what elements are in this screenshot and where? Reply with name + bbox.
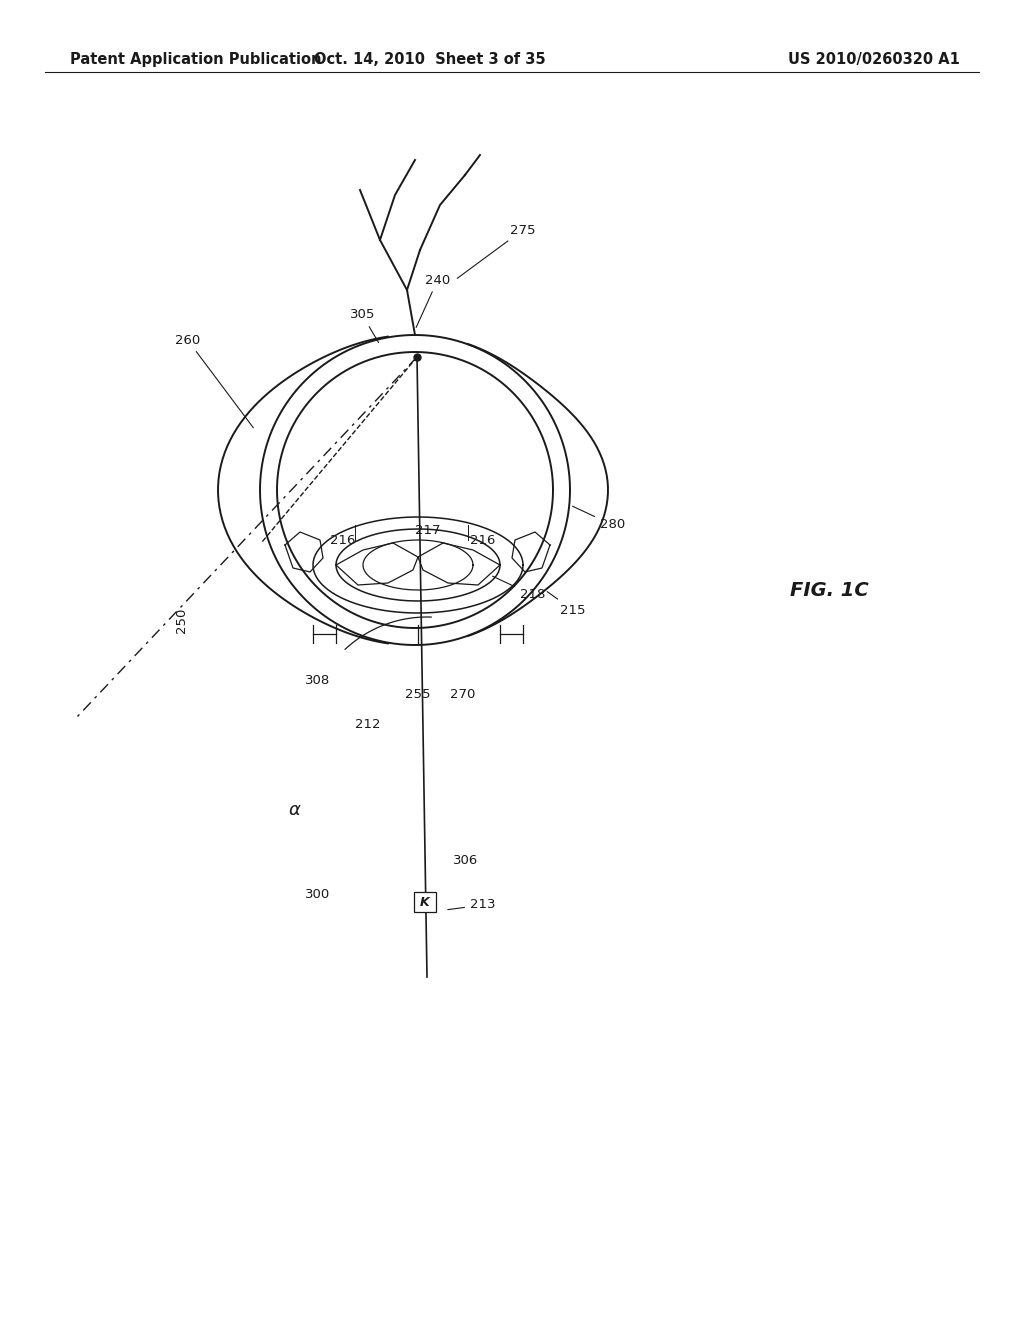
Text: Oct. 14, 2010  Sheet 3 of 35: Oct. 14, 2010 Sheet 3 of 35 (314, 51, 546, 67)
Text: K: K (420, 895, 430, 908)
Text: 260: 260 (175, 334, 253, 428)
Text: Patent Application Publication: Patent Application Publication (70, 51, 322, 67)
Text: FIG. 1C: FIG. 1C (790, 581, 868, 599)
Text: $\alpha$: $\alpha$ (288, 801, 302, 818)
Text: 216: 216 (470, 533, 496, 546)
Text: 250: 250 (175, 607, 188, 632)
Bar (414, 892, 436, 912)
Text: 217: 217 (415, 524, 440, 536)
Text: 218: 218 (493, 576, 546, 602)
Text: 308: 308 (305, 673, 331, 686)
Text: 275: 275 (458, 223, 536, 279)
Text: 280: 280 (572, 506, 626, 532)
Text: 270: 270 (450, 689, 475, 701)
Text: 300: 300 (305, 888, 331, 902)
Text: 306: 306 (453, 854, 478, 866)
Text: 305: 305 (349, 309, 379, 343)
Text: 212: 212 (355, 718, 381, 731)
Text: 215: 215 (547, 591, 586, 616)
Text: 216: 216 (330, 533, 355, 546)
Text: US 2010/0260320 A1: US 2010/0260320 A1 (788, 51, 961, 67)
Text: 213: 213 (447, 899, 496, 912)
Text: 255: 255 (406, 689, 430, 701)
Text: 240: 240 (416, 273, 451, 327)
